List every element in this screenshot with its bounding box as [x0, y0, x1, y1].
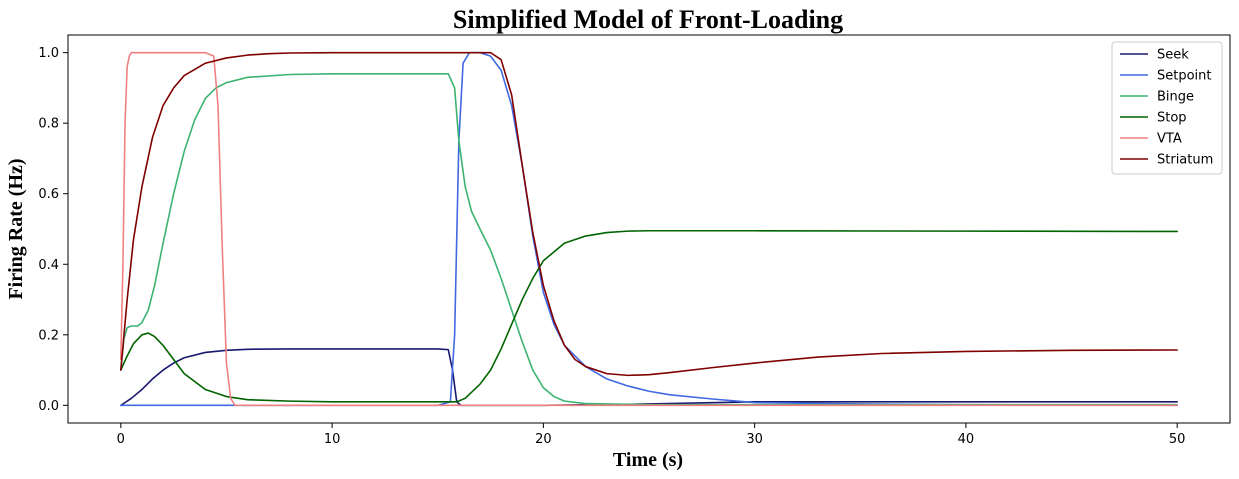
x-tick-label: 40 [958, 432, 975, 447]
series-line-stop [120, 229, 1178, 403]
series-line-vta [120, 51, 1178, 407]
legend-label-binge: Binge [1157, 90, 1194, 105]
axes-frame [67, 34, 1231, 424]
x-tick-label: 10 [324, 432, 341, 447]
y-tick-label: 1.0 [38, 46, 59, 61]
axes: 0 10 20 30 40 50 0.0 0.2 0.4 0.6 0.8 1.0 [38, 34, 1231, 447]
series-lines [120, 51, 1178, 407]
y-tick-label: 0.8 [38, 117, 59, 132]
x-tick-label: 50 [1169, 432, 1186, 447]
x-tick-label: 30 [746, 432, 763, 447]
legend-label-striatum: Striatum [1157, 153, 1213, 168]
series-line-setpoint [120, 51, 1178, 407]
chart-title: Simplified Model of Front-Loading [453, 5, 843, 34]
series-line-seek [120, 348, 1178, 407]
plot-area [120, 51, 1178, 407]
x-tick-label: 20 [535, 432, 552, 447]
legend: Seek Setpoint Binge Stop VTA Striatum [1111, 41, 1223, 175]
y-tick-label: 0.4 [38, 258, 59, 273]
y-axis-label: Firing Rate (Hz) [5, 158, 27, 299]
y-tick-label: 0.0 [38, 399, 59, 414]
legend-label-seek: Seek [1157, 48, 1189, 63]
y-tick-label: 0.6 [38, 187, 59, 202]
x-axis-label: Time (s) [613, 449, 683, 471]
x-tick-label: 0 [117, 432, 125, 447]
series-line-striatum [120, 51, 1178, 377]
series-line-binge [120, 73, 1178, 406]
y-tick-label: 0.2 [38, 328, 59, 343]
legend-label-stop: Stop [1157, 111, 1187, 126]
legend-label-setpoint: Setpoint [1157, 69, 1212, 84]
legend-label-vta: VTA [1157, 132, 1182, 147]
